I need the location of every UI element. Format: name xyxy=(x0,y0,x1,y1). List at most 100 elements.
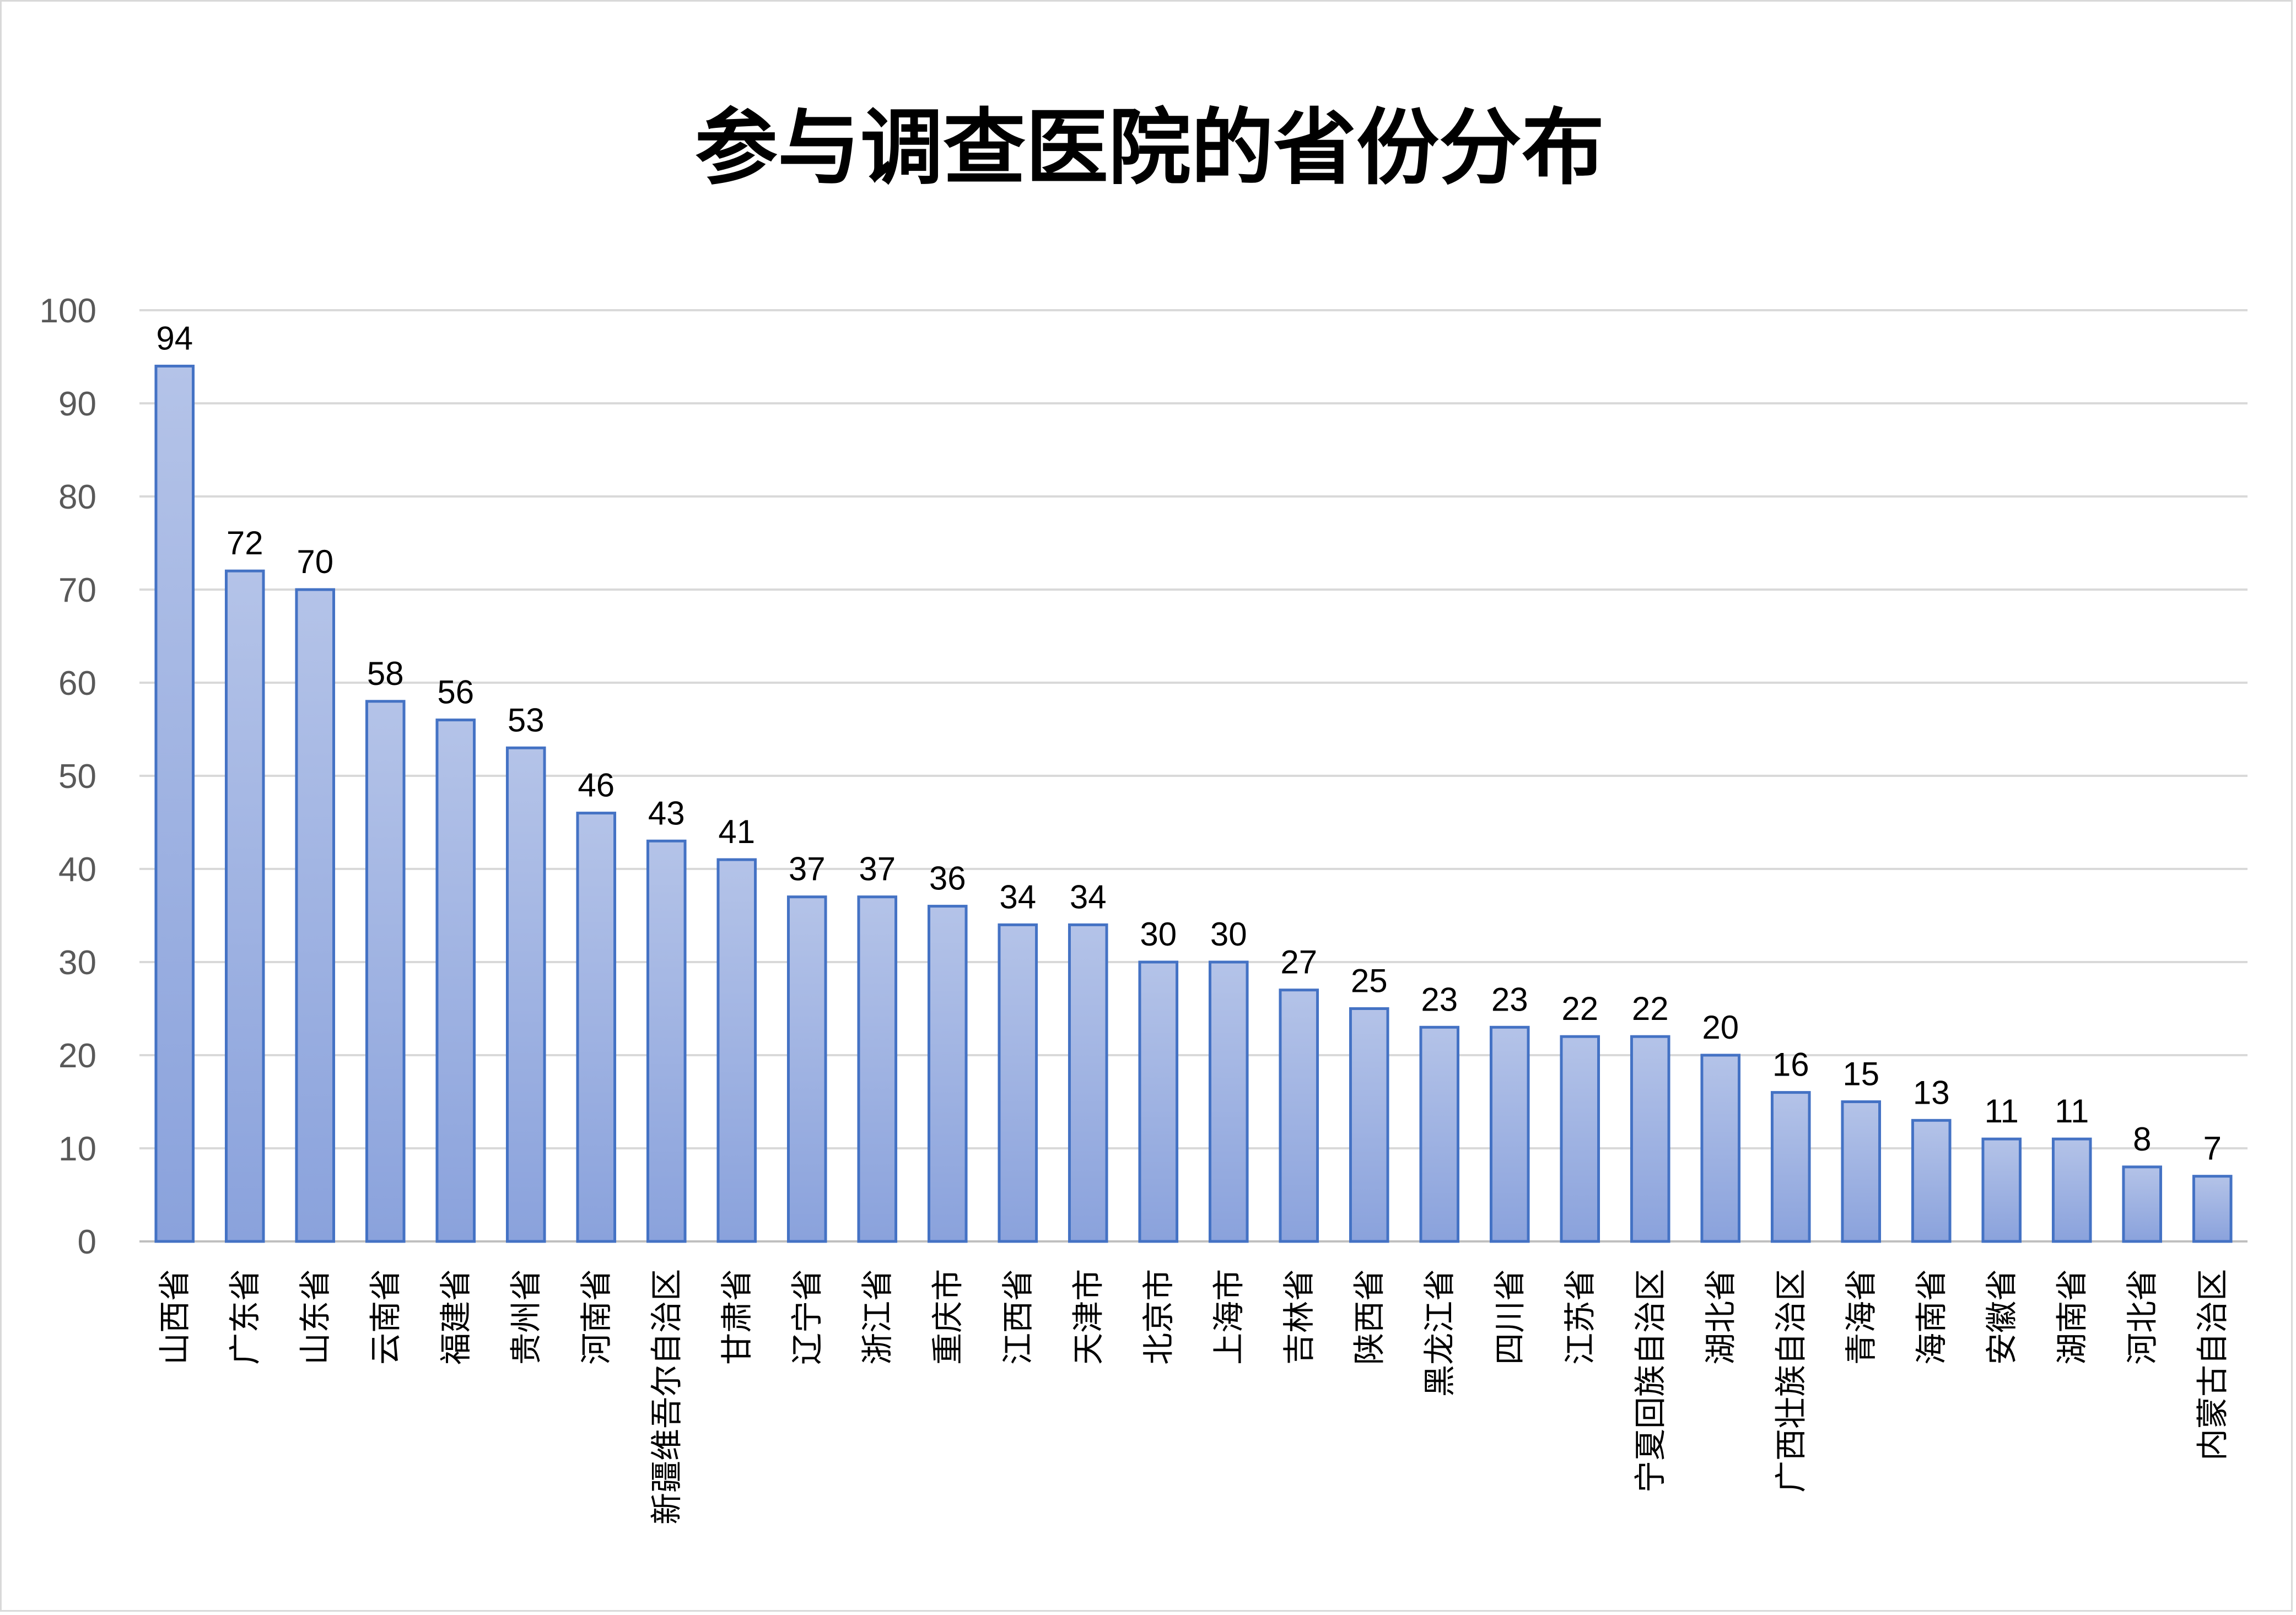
category-label: 湖北省 xyxy=(1702,1269,1739,1365)
category-label: 黑龙江省 xyxy=(1421,1269,1458,1397)
data-label: 22 xyxy=(1632,990,1669,1027)
y-tick-label: 70 xyxy=(58,571,96,609)
category-label: 福建省 xyxy=(437,1269,475,1365)
category-label: 海南省 xyxy=(1912,1269,1950,1365)
bar xyxy=(1770,1091,1811,1243)
y-tick-label: 90 xyxy=(58,385,96,423)
bar xyxy=(1349,1007,1389,1243)
bar xyxy=(505,746,546,1243)
y-tick-label: 50 xyxy=(58,758,96,796)
bar xyxy=(1630,1035,1670,1243)
y-tick-label: 0 xyxy=(78,1223,96,1261)
data-label: 27 xyxy=(1280,944,1317,981)
category-label: 上海市 xyxy=(1210,1269,1247,1365)
data-label: 11 xyxy=(2055,1093,2089,1130)
category-label: 山东省 xyxy=(297,1269,334,1365)
category-label: 四川省 xyxy=(1491,1269,1528,1365)
category-label: 河北省 xyxy=(2123,1269,2161,1365)
category-label: 江苏省 xyxy=(1561,1269,1599,1365)
bar xyxy=(646,839,687,1243)
bar xyxy=(1208,960,1249,1243)
category-label: 安徽省 xyxy=(1983,1269,2020,1365)
bar xyxy=(1138,960,1179,1243)
category-label: 江西省 xyxy=(999,1269,1037,1365)
data-label: 72 xyxy=(227,525,263,561)
bar xyxy=(2051,1137,2092,1243)
data-label: 25 xyxy=(1351,963,1388,1000)
bar xyxy=(576,812,617,1243)
category-label: 辽宁省 xyxy=(788,1269,826,1365)
y-tick-label: 40 xyxy=(58,851,96,889)
data-label: 13 xyxy=(1913,1074,1950,1111)
bar xyxy=(295,588,336,1243)
bar xyxy=(1981,1137,2022,1243)
category-label: 云南省 xyxy=(367,1269,404,1365)
category-label: 河南省 xyxy=(578,1269,615,1365)
y-tick-label: 80 xyxy=(58,478,96,516)
bar xyxy=(2192,1175,2233,1243)
data-label: 37 xyxy=(789,851,826,888)
data-label: 41 xyxy=(718,813,755,850)
bar xyxy=(1841,1100,1882,1243)
category-label: 甘肃省 xyxy=(718,1269,756,1365)
data-label: 43 xyxy=(648,795,685,831)
data-label: 22 xyxy=(1561,990,1598,1027)
bar xyxy=(1911,1119,1952,1243)
data-label: 56 xyxy=(437,674,474,711)
bar xyxy=(786,895,827,1243)
data-label: 23 xyxy=(1421,981,1458,1018)
bar xyxy=(1279,989,1319,1243)
gridlines xyxy=(139,309,2248,1243)
bar xyxy=(998,923,1038,1243)
data-label: 34 xyxy=(1070,878,1107,915)
data-labels: 94 72 70 58 56 53 46 43 41 37 37 36 34 34 30 30 27 25 23 23… xyxy=(156,320,2222,1166)
bar xyxy=(365,700,406,1243)
y-tick-label: 100 xyxy=(40,292,96,330)
category-label: 吉林省 xyxy=(1280,1269,1318,1365)
bar xyxy=(1700,1054,1741,1243)
bars xyxy=(154,364,2233,1243)
y-tick-label: 60 xyxy=(58,665,96,703)
data-label: 20 xyxy=(1702,1009,1739,1046)
data-label: 16 xyxy=(1772,1046,1809,1083)
bar xyxy=(224,569,265,1243)
data-label: 53 xyxy=(508,701,545,738)
category-label: 重庆市 xyxy=(929,1269,966,1365)
category-label: 山西省 xyxy=(156,1269,193,1365)
y-tick-label: 20 xyxy=(58,1037,96,1075)
data-label: 30 xyxy=(1210,916,1247,953)
bar xyxy=(1068,923,1108,1243)
category-label: 北京市 xyxy=(1140,1269,1177,1365)
bar xyxy=(716,858,757,1243)
data-label: 58 xyxy=(367,655,404,692)
y-axis: 0 10 20 30 40 50 60 70 80 90 100 xyxy=(40,292,96,1261)
data-label: 94 xyxy=(156,320,193,357)
bar xyxy=(1560,1035,1600,1243)
category-label: 宁夏回族自治区 xyxy=(1631,1269,1669,1493)
data-label: 7 xyxy=(2203,1130,2222,1167)
data-label: 36 xyxy=(929,860,966,897)
data-label: 11 xyxy=(1985,1093,2019,1130)
data-label: 23 xyxy=(1491,981,1528,1018)
bar xyxy=(435,719,476,1243)
data-label: 46 xyxy=(578,767,615,804)
category-label: 广西壮族自治区 xyxy=(1772,1269,1809,1493)
y-tick-label: 30 xyxy=(58,944,96,982)
category-label: 内蒙古自治区 xyxy=(2193,1269,2231,1461)
bar xyxy=(2122,1165,2163,1243)
bar xyxy=(1419,1025,1460,1243)
bar xyxy=(927,905,968,1243)
data-label: 15 xyxy=(1842,1056,1879,1093)
chart-title: 参与调查医院的省份分布 xyxy=(694,99,1604,196)
x-axis: 山西省 广东省 山东省 云南省 福建省 贵州省 河南省 新疆维吾尔自治区 甘肃省 辽宁省 浙江省 重庆… xyxy=(156,1269,2232,1525)
data-label: 8 xyxy=(2133,1121,2151,1158)
category-label: 青海省 xyxy=(1842,1269,1880,1365)
category-label: 陕西省 xyxy=(1350,1269,1388,1365)
category-label: 新疆维吾尔自治区 xyxy=(648,1269,685,1525)
data-label: 30 xyxy=(1140,916,1177,953)
bar xyxy=(1489,1025,1530,1243)
y-tick-label: 10 xyxy=(58,1130,96,1168)
category-label: 贵州省 xyxy=(507,1269,545,1365)
